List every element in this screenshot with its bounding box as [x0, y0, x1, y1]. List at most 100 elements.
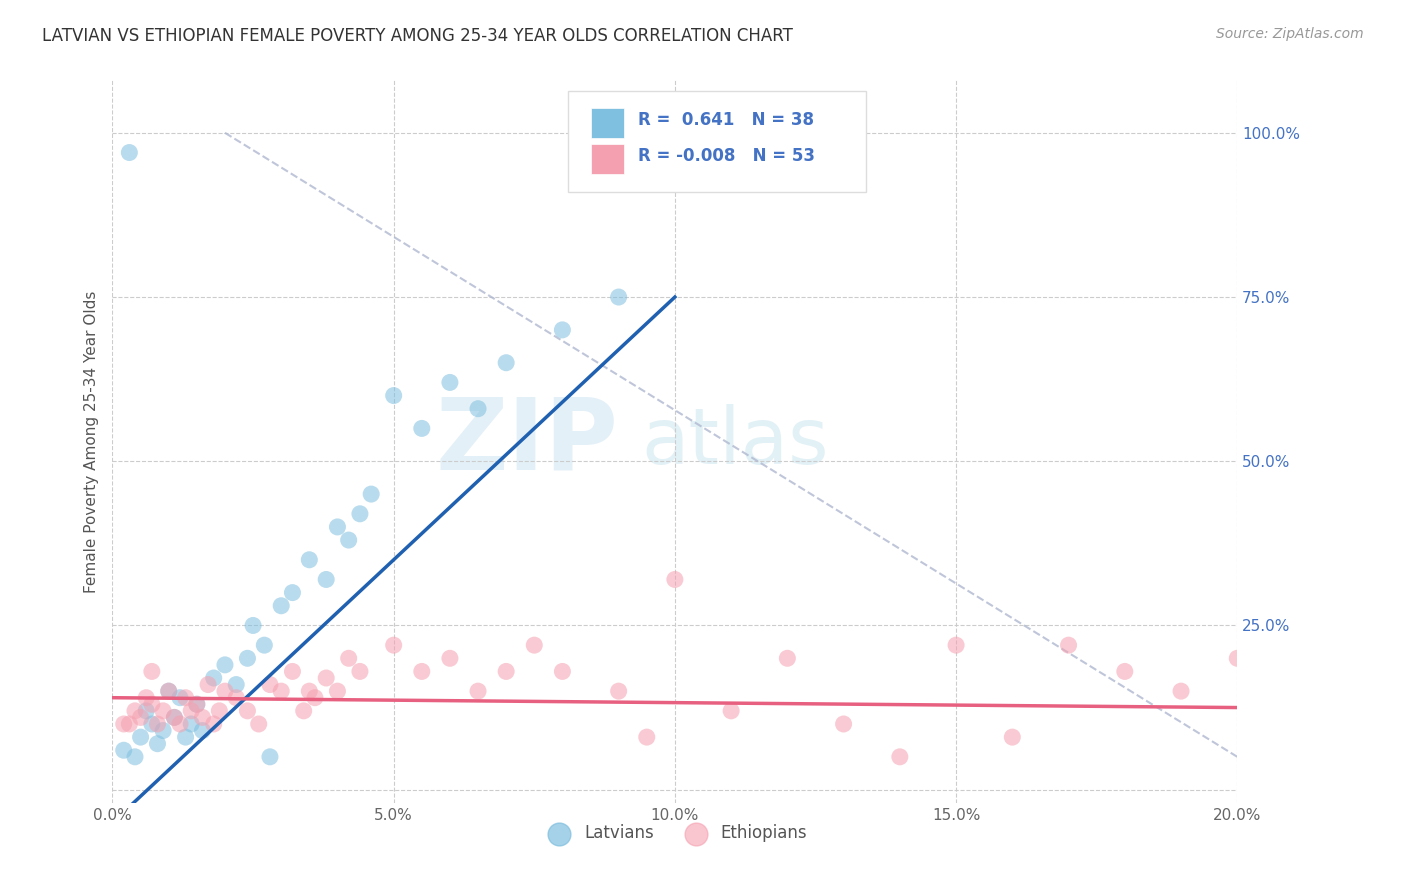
- Point: [298, 684, 321, 698]
- Point: [326, 684, 349, 698]
- Point: [141, 698, 163, 712]
- Point: [349, 665, 371, 679]
- Point: [186, 698, 208, 712]
- Point: [157, 684, 180, 698]
- Point: [523, 638, 546, 652]
- Point: [349, 507, 371, 521]
- Point: [304, 690, 326, 705]
- Point: [236, 651, 259, 665]
- Point: [214, 657, 236, 672]
- Text: LATVIAN VS ETHIOPIAN FEMALE POVERTY AMONG 25-34 YEAR OLDS CORRELATION CHART: LATVIAN VS ETHIOPIAN FEMALE POVERTY AMON…: [42, 27, 793, 45]
- Point: [135, 690, 157, 705]
- Point: [315, 671, 337, 685]
- Point: [832, 717, 855, 731]
- Point: [1114, 665, 1136, 679]
- Point: [337, 533, 360, 547]
- Point: [889, 749, 911, 764]
- Point: [259, 677, 281, 691]
- Point: [186, 698, 208, 712]
- Point: [157, 684, 180, 698]
- Point: [141, 665, 163, 679]
- Point: [124, 704, 146, 718]
- Point: [281, 665, 304, 679]
- Text: atlas: atlas: [641, 403, 828, 480]
- Point: [315, 573, 337, 587]
- Point: [292, 704, 315, 718]
- Point: [720, 704, 742, 718]
- Point: [191, 710, 214, 724]
- Text: Source: ZipAtlas.com: Source: ZipAtlas.com: [1216, 27, 1364, 41]
- Point: [664, 573, 686, 587]
- Point: [411, 421, 433, 435]
- Legend: Latvians, Ethiopians: Latvians, Ethiopians: [536, 817, 814, 848]
- Point: [382, 638, 405, 652]
- Point: [551, 323, 574, 337]
- Text: R =  0.641   N = 38: R = 0.641 N = 38: [638, 111, 814, 129]
- Point: [191, 723, 214, 738]
- Point: [945, 638, 967, 652]
- Point: [664, 139, 686, 153]
- Point: [253, 638, 276, 652]
- Point: [439, 651, 461, 665]
- Point: [1001, 730, 1024, 744]
- Point: [225, 690, 247, 705]
- Point: [551, 665, 574, 679]
- Point: [259, 749, 281, 764]
- Point: [270, 684, 292, 698]
- Point: [152, 704, 174, 718]
- Point: [439, 376, 461, 390]
- Point: [180, 704, 202, 718]
- Point: [467, 401, 489, 416]
- Point: [382, 388, 405, 402]
- Point: [298, 553, 321, 567]
- Point: [1226, 651, 1249, 665]
- Point: [174, 690, 197, 705]
- Point: [180, 717, 202, 731]
- Point: [146, 717, 169, 731]
- Point: [242, 618, 264, 632]
- Point: [174, 730, 197, 744]
- Point: [135, 704, 157, 718]
- Point: [495, 356, 517, 370]
- Point: [225, 677, 247, 691]
- Bar: [591, 108, 624, 138]
- Point: [163, 710, 186, 724]
- Point: [169, 717, 191, 731]
- Point: [163, 710, 186, 724]
- Point: [169, 690, 191, 705]
- Point: [197, 677, 219, 691]
- Point: [236, 704, 259, 718]
- Point: [1057, 638, 1080, 652]
- Text: ZIP: ZIP: [436, 393, 619, 490]
- Bar: [591, 144, 624, 174]
- Point: [202, 671, 225, 685]
- Point: [124, 749, 146, 764]
- Point: [152, 723, 174, 738]
- Point: [247, 717, 270, 731]
- Point: [270, 599, 292, 613]
- Point: [467, 684, 489, 698]
- Point: [1170, 684, 1192, 698]
- Point: [141, 717, 163, 731]
- Point: [112, 717, 135, 731]
- Point: [281, 585, 304, 599]
- Point: [146, 737, 169, 751]
- Point: [129, 710, 152, 724]
- Point: [495, 665, 517, 679]
- Point: [118, 717, 141, 731]
- Point: [112, 743, 135, 757]
- Point: [326, 520, 349, 534]
- Point: [129, 730, 152, 744]
- FancyBboxPatch shape: [568, 91, 866, 193]
- Point: [776, 651, 799, 665]
- Point: [214, 684, 236, 698]
- Y-axis label: Female Poverty Among 25-34 Year Olds: Female Poverty Among 25-34 Year Olds: [83, 291, 98, 592]
- Point: [208, 704, 231, 718]
- Point: [607, 684, 630, 698]
- Text: R = -0.008   N = 53: R = -0.008 N = 53: [638, 147, 814, 165]
- Point: [636, 730, 658, 744]
- Point: [607, 290, 630, 304]
- Point: [118, 145, 141, 160]
- Point: [337, 651, 360, 665]
- Point: [360, 487, 382, 501]
